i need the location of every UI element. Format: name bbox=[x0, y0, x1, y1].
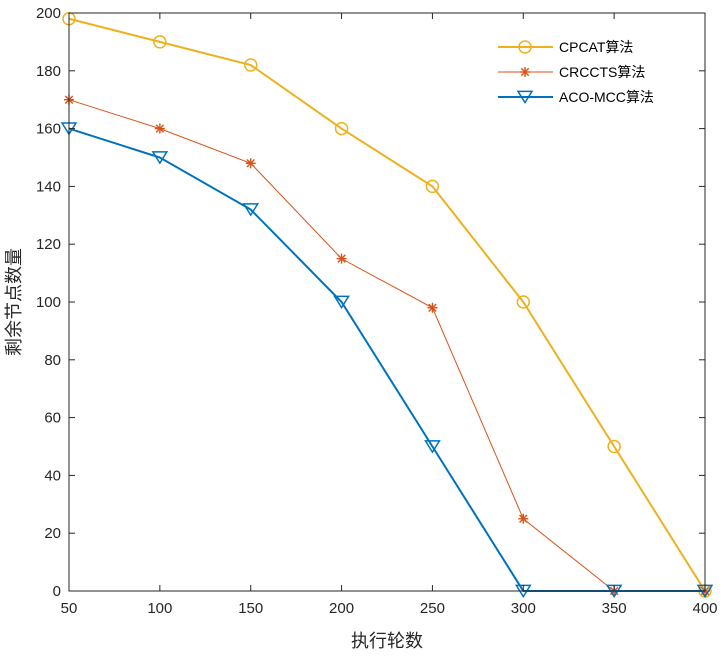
series-layer bbox=[60, 12, 714, 599]
data-point bbox=[516, 295, 531, 309]
data-point bbox=[245, 158, 256, 169]
legend-swatch-marker bbox=[518, 40, 532, 54]
y-tick-label: 20 bbox=[44, 525, 61, 542]
x-tick-label: 150 bbox=[238, 600, 263, 617]
y-tick-label: 60 bbox=[44, 410, 61, 427]
x-axis-label: 执行轮数 bbox=[351, 631, 423, 652]
y-axis-label: 剩余节点数量 bbox=[4, 248, 25, 356]
x-tick-label: 250 bbox=[420, 600, 445, 617]
legend: CPCAT算法 CRCCTS算法 ACO-MCC算法 bbox=[490, 30, 695, 110]
data-point bbox=[334, 121, 349, 136]
x-tick-label: 350 bbox=[602, 600, 627, 617]
data-point bbox=[336, 253, 347, 264]
y-tick-label: 140 bbox=[36, 178, 61, 195]
legend-swatch-marker bbox=[520, 67, 530, 77]
y-tick-label: 180 bbox=[36, 63, 61, 80]
x-tick-label: 100 bbox=[147, 600, 172, 617]
data-point bbox=[425, 179, 440, 194]
data-point bbox=[424, 440, 441, 454]
legend-entry-label: CRCCTS算法 bbox=[559, 64, 645, 80]
legend-swatch-marker bbox=[516, 90, 534, 105]
y-tick-label: 40 bbox=[44, 467, 61, 484]
data-point bbox=[333, 295, 350, 310]
x-tick-label: 50 bbox=[61, 600, 78, 617]
y-tick-label: 200 bbox=[36, 5, 61, 22]
x-tick-label: 400 bbox=[692, 600, 717, 617]
data-point bbox=[518, 513, 529, 524]
y-tick-label: 160 bbox=[36, 121, 61, 138]
series-line bbox=[68, 99, 705, 592]
y-tick-label: 100 bbox=[36, 294, 61, 311]
data-point bbox=[427, 302, 438, 313]
data-point bbox=[154, 123, 165, 134]
legend-entry-label: CPCAT算法 bbox=[559, 39, 633, 55]
data-point bbox=[153, 35, 167, 49]
y-tick-label: 0 bbox=[53, 583, 61, 600]
data-point bbox=[242, 203, 260, 217]
y-tick-label: 80 bbox=[44, 352, 61, 369]
y-tick-label: 120 bbox=[36, 236, 61, 253]
ticks-layer: 50 100 150 200 250 300 350 400 0 20 40 60 80 100 120 14… bbox=[36, 5, 718, 617]
legend-entry-label: ACO-MCC算法 bbox=[559, 89, 654, 105]
data-point bbox=[607, 439, 621, 454]
data-point bbox=[243, 58, 258, 72]
x-tick-label: 200 bbox=[329, 600, 354, 617]
x-tick-label: 300 bbox=[511, 600, 536, 617]
series-line bbox=[68, 17, 706, 592]
data-point bbox=[151, 151, 169, 165]
